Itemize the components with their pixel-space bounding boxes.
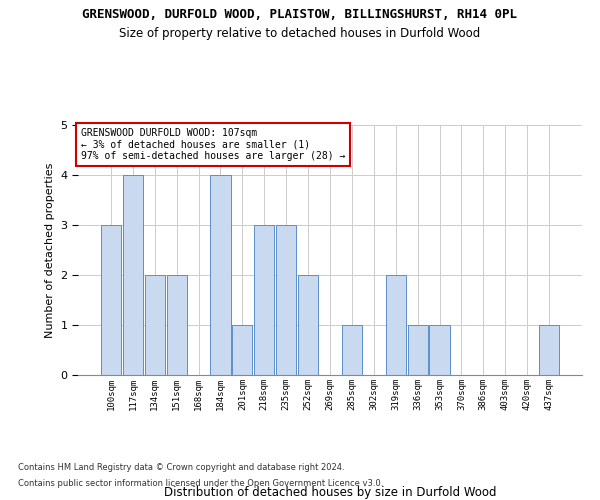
Bar [407, 325, 428, 375]
Bar [145, 275, 165, 375]
Bar [386, 275, 406, 375]
Y-axis label: Number of detached properties: Number of detached properties [45, 162, 55, 338]
Text: Size of property relative to detached houses in Durfold Wood: Size of property relative to detached ho… [119, 28, 481, 40]
Bar [211, 175, 230, 375]
Text: Contains HM Land Registry data © Crown copyright and database right 2024.: Contains HM Land Registry data © Crown c… [18, 462, 344, 471]
Bar [430, 325, 449, 375]
Bar [254, 225, 274, 375]
Bar [101, 225, 121, 375]
Bar [342, 325, 362, 375]
Text: Contains public sector information licensed under the Open Government Licence v3: Contains public sector information licen… [18, 479, 383, 488]
Bar [123, 175, 143, 375]
X-axis label: Distribution of detached houses by size in Durfold Wood: Distribution of detached houses by size … [164, 486, 496, 500]
Text: GRENSWOOD, DURFOLD WOOD, PLAISTOW, BILLINGSHURST, RH14 0PL: GRENSWOOD, DURFOLD WOOD, PLAISTOW, BILLI… [83, 8, 517, 20]
Bar [276, 225, 296, 375]
Bar [298, 275, 318, 375]
Text: GRENSWOOD DURFOLD WOOD: 107sqm
← 3% of detached houses are smaller (1)
97% of se: GRENSWOOD DURFOLD WOOD: 107sqm ← 3% of d… [80, 128, 345, 160]
Bar [167, 275, 187, 375]
Bar [232, 325, 253, 375]
Bar [539, 325, 559, 375]
